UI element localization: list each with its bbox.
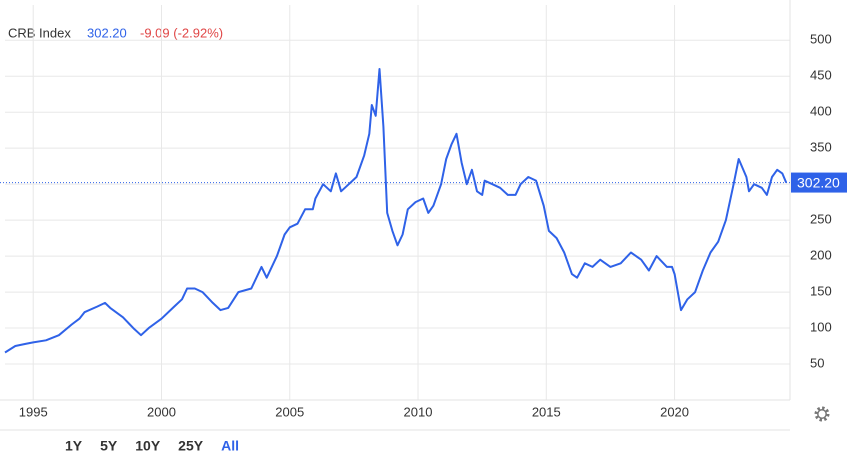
last-value-label: 302.20 xyxy=(797,174,840,190)
y-tick-label: 450 xyxy=(810,68,832,83)
range-button[interactable]: All xyxy=(221,438,239,454)
y-tick-label: 500 xyxy=(810,32,832,47)
x-tick-label: 2010 xyxy=(404,404,433,419)
y-tick-label: 350 xyxy=(810,140,832,155)
x-tick-label: 2005 xyxy=(275,404,304,419)
range-button[interactable]: 1Y xyxy=(65,438,83,454)
x-tick-label: 2015 xyxy=(532,404,561,419)
y-tick-label: 100 xyxy=(810,319,832,334)
y-tick-label: 50 xyxy=(810,355,824,370)
y-tick-label: 400 xyxy=(810,104,832,119)
range-button[interactable]: 25Y xyxy=(178,438,204,454)
range-button[interactable]: 5Y xyxy=(100,438,118,454)
chart-title: CRB Index xyxy=(8,25,71,40)
x-tick-label: 2020 xyxy=(660,404,689,419)
y-tick-label: 200 xyxy=(810,248,832,263)
last-value: 302.20 xyxy=(87,25,127,40)
x-tick-label: 1995 xyxy=(19,404,48,419)
settings-icon[interactable] xyxy=(814,406,830,422)
range-button[interactable]: 10Y xyxy=(135,438,161,454)
y-tick-label: 250 xyxy=(810,212,832,227)
x-tick-label: 2000 xyxy=(147,404,176,419)
change: -9.09 (-2.92%) xyxy=(140,25,223,40)
y-tick-label: 150 xyxy=(810,284,832,299)
last-value-box xyxy=(791,172,847,193)
data-line xyxy=(4,68,788,354)
